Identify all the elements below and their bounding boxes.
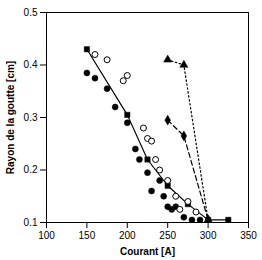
svg-text:250: 250 (159, 230, 176, 241)
svg-text:0.4: 0.4 (24, 59, 38, 70)
svg-text:Rayon de la goutte [cm]: Rayon de la goutte [cm] (5, 61, 16, 174)
svg-text:0.2: 0.2 (24, 164, 38, 175)
svg-text:0.1: 0.1 (24, 217, 38, 228)
svg-text:200: 200 (119, 230, 136, 241)
svg-text:350: 350 (240, 230, 257, 241)
svg-text:0.3: 0.3 (24, 112, 38, 123)
svg-text:100: 100 (38, 230, 55, 241)
svg-text:Courant [A]: Courant [A] (120, 246, 175, 257)
svg-text:0.5: 0.5 (24, 7, 38, 18)
svg-text:150: 150 (79, 230, 96, 241)
svg-text:300: 300 (200, 230, 217, 241)
